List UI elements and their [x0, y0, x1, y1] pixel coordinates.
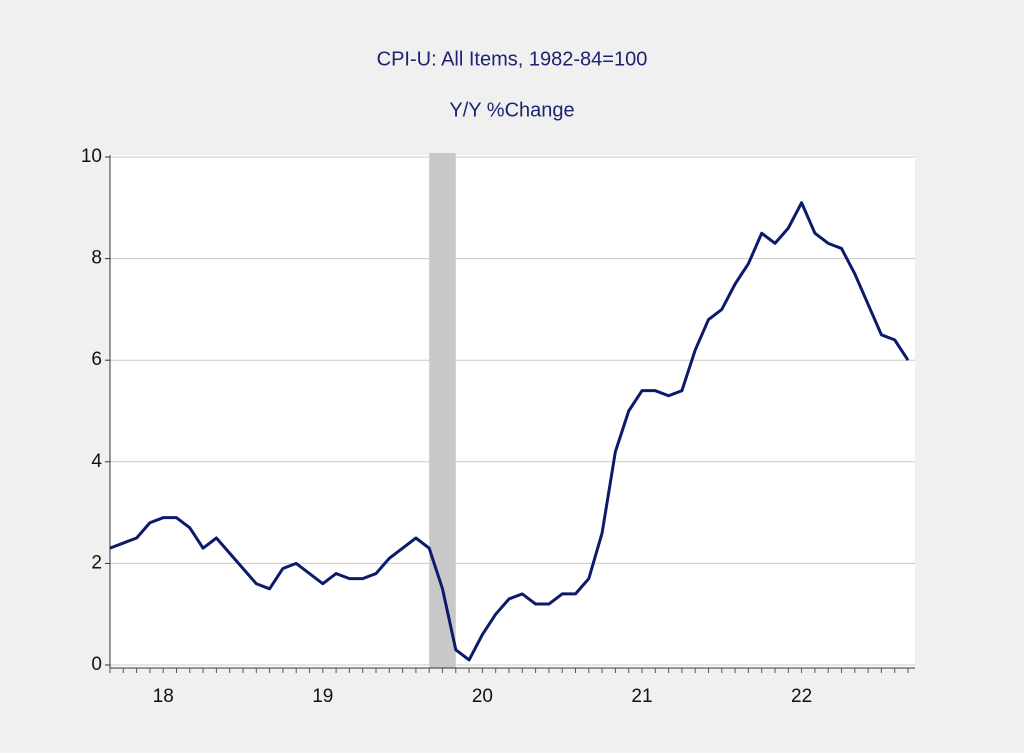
- y-tick-label: 8: [91, 248, 102, 269]
- chart-subtitle: Y/Y %Change: [449, 99, 574, 121]
- plot-area: [110, 155, 915, 668]
- x-tick-label: 22: [791, 686, 812, 707]
- x-tick-label: 20: [472, 686, 493, 707]
- y-tick-label: 6: [91, 349, 102, 370]
- y-tick-label: 2: [91, 552, 102, 573]
- x-tick-label: 19: [312, 686, 333, 707]
- x-tick-label: 21: [631, 686, 652, 707]
- chart-title: CPI-U: All Items, 1982-84=100: [377, 48, 648, 70]
- x-tick-label: 18: [153, 686, 174, 707]
- recession-shade: [429, 153, 456, 668]
- y-tick-label: 10: [81, 146, 102, 167]
- line-series: [109, 201, 910, 662]
- y-tick-label: 4: [91, 451, 102, 472]
- y-tick-label: 0: [91, 654, 102, 675]
